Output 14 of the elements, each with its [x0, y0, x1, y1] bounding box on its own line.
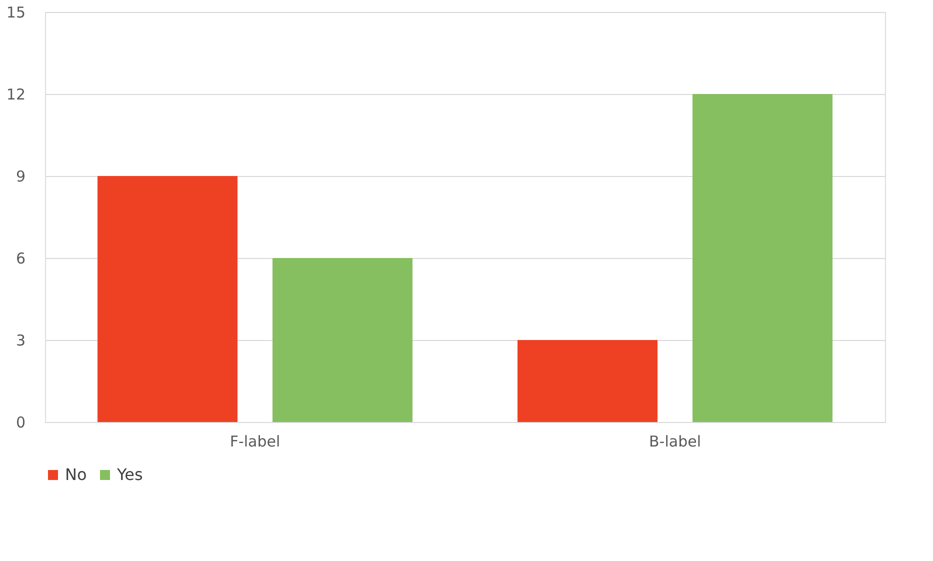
y-tick-label: 6	[16, 250, 26, 268]
y-tick-label: 15	[6, 4, 26, 22]
bar	[518, 340, 658, 422]
y-tick-label: 0	[16, 414, 26, 432]
x-tick-label: B-label	[649, 432, 701, 450]
y-tick-label: 3	[16, 332, 26, 350]
legend-label: Yes	[116, 465, 143, 484]
y-tick-label: 12	[6, 86, 26, 104]
bar	[98, 176, 238, 422]
legend-label: No	[65, 465, 87, 484]
bar	[692, 94, 832, 422]
x-tick-label: F-label	[230, 432, 280, 450]
bar	[272, 258, 412, 422]
y-tick-label: 9	[16, 168, 26, 186]
